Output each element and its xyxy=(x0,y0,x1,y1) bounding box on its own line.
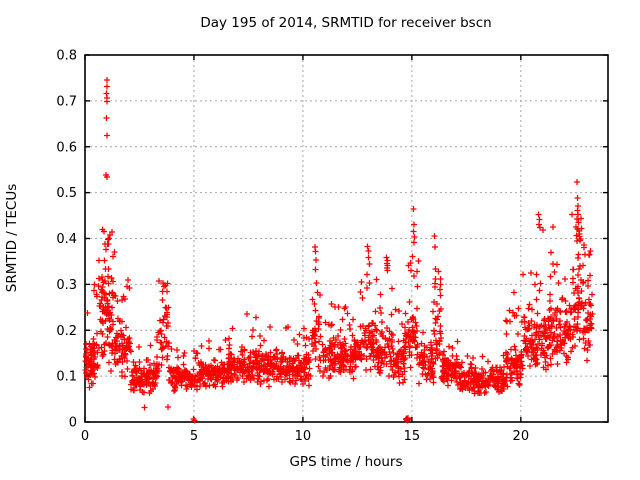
y-tick-label: 0.7 xyxy=(56,94,77,109)
x-tick-label: 20 xyxy=(513,429,530,444)
tick-labels: 0 5 10 15 20 0 0.1 0.2 0.3 0.4 0.5 0.6 0.7 0.8 xyxy=(56,49,529,445)
y-tick-label: 0.3 xyxy=(56,278,77,293)
y-tick-label: 0 xyxy=(69,416,77,431)
y-tick-label: 0.8 xyxy=(56,49,77,64)
y-tick-label: 0.1 xyxy=(56,370,77,385)
x-tick-label: 15 xyxy=(404,429,421,444)
plot-border xyxy=(84,54,609,423)
scatter-markers xyxy=(82,77,596,424)
y-axis-label: SRMTID / TECUs xyxy=(4,184,20,292)
y-tick-label: 0.4 xyxy=(56,232,77,247)
y-tick-label: 0.6 xyxy=(56,140,77,155)
x-tick-label: 5 xyxy=(190,429,198,444)
chart-title: Day 195 of 2014, SRMTID for receiver bsc… xyxy=(200,15,491,31)
x-axis-label: GPS time / hours xyxy=(289,454,402,470)
y-tick-label: 0.2 xyxy=(56,324,77,339)
x-tick-label: 0 xyxy=(81,429,89,444)
x-tick-label: 10 xyxy=(295,429,312,444)
data-points xyxy=(82,77,596,424)
y-tick-label: 0.5 xyxy=(56,186,77,201)
